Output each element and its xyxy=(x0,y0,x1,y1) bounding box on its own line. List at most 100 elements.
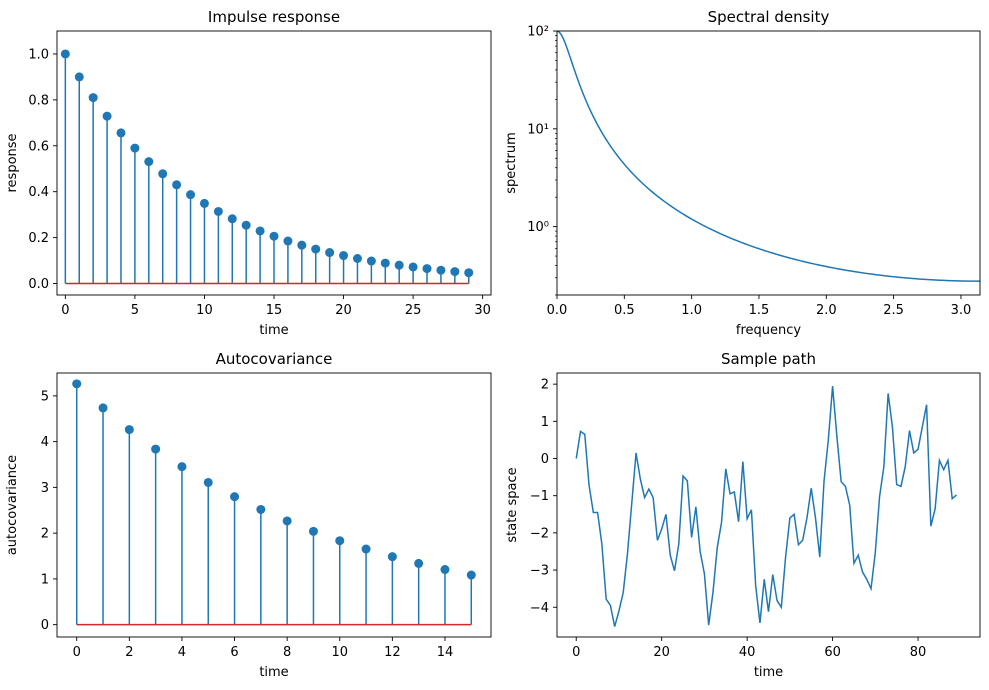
subplot-2: 0.0 0.5 1.0 1.5 2.0 2.5 3.0 10⁰ 10¹ 10² Spectral d… xyxy=(504,8,981,338)
x-tick-label: 80 xyxy=(910,645,927,660)
stem-marker xyxy=(283,236,293,246)
stem-marker xyxy=(102,111,112,121)
stem-marker xyxy=(380,258,390,268)
y-tick-label: 1 xyxy=(541,415,549,430)
stem-marker xyxy=(203,477,213,487)
y-tick-label: 2 xyxy=(41,527,49,542)
stem-marker xyxy=(98,403,108,413)
y-tick-label: 10¹ xyxy=(527,122,549,137)
y-tick-label: 0.6 xyxy=(28,139,49,154)
stem-marker xyxy=(387,552,397,562)
stem-marker xyxy=(255,226,265,236)
x-tick-label: 0 xyxy=(61,303,69,318)
stem-marker xyxy=(366,256,376,266)
stem-marker xyxy=(213,206,223,216)
stem-marker xyxy=(325,248,335,258)
stem-marker xyxy=(130,143,140,153)
stem-marker xyxy=(339,251,349,261)
stem-marker xyxy=(297,240,307,250)
stem-marker xyxy=(466,570,476,580)
y-tick-label: 0.8 xyxy=(28,93,49,108)
stem-marker xyxy=(177,462,187,472)
x-axis-label: time xyxy=(754,665,783,680)
stem-marker xyxy=(88,93,98,103)
x-tick-label: 0 xyxy=(572,645,580,660)
subplot-4: 0 20 40 60 80 −4 −3 −2 −1 0 1 2 Sample path time state… xyxy=(505,350,981,680)
chart-title: Spectral density xyxy=(708,8,830,26)
x-axis-label: time xyxy=(259,665,288,680)
y-tick-label: 1.0 xyxy=(28,47,49,62)
stem-marker xyxy=(436,265,446,275)
stem-marker xyxy=(72,379,82,389)
y-tick-label: −2 xyxy=(530,526,549,541)
y-tick-label: 10⁰ xyxy=(527,220,549,235)
plot-area xyxy=(60,49,474,285)
stem-marker xyxy=(361,544,371,554)
x-tick-label: 12 xyxy=(384,645,401,660)
x-tick-label: 20 xyxy=(335,303,352,318)
y-axis-label: state space xyxy=(505,467,520,542)
x-tick-label: 1.0 xyxy=(681,303,702,318)
x-tick-label: 4 xyxy=(178,645,186,660)
stem-marker xyxy=(414,558,424,568)
y-tick-label: 0.2 xyxy=(28,231,49,246)
y-tick-label: −4 xyxy=(530,601,549,616)
y-tick-label: 0.4 xyxy=(28,185,49,200)
y-tick-label: 5 xyxy=(41,389,49,404)
y-tick-label: 1 xyxy=(41,572,49,587)
chart-title: Autocovariance xyxy=(216,350,333,368)
x-tick-label: 20 xyxy=(653,645,670,660)
stem-marker xyxy=(352,253,362,263)
stem-marker xyxy=(440,565,450,575)
stem-marker xyxy=(464,268,474,278)
x-tick-label: 6 xyxy=(230,645,238,660)
y-axis-label: response xyxy=(5,133,20,192)
subplot-3: 0 2 4 6 8 10 12 14012345Autocovariancetimeautoc… xyxy=(5,350,492,680)
y-tick-label: 2 xyxy=(541,378,549,393)
stem-marker xyxy=(199,198,209,208)
chart-title: Sample path xyxy=(721,350,816,368)
x-tick-label: 60 xyxy=(824,645,841,660)
stem-marker xyxy=(227,214,237,224)
x-tick-label: 40 xyxy=(739,645,756,660)
stem-marker xyxy=(422,264,432,274)
x-tick-label: 2.5 xyxy=(883,303,904,318)
x-axis-label: time xyxy=(259,323,288,338)
stem-marker xyxy=(241,220,251,230)
y-tick-label: 0 xyxy=(41,618,49,633)
stem-marker xyxy=(311,244,321,254)
subplot-1: 0 5 10 15 20 25 30 0.0 0.2 0.4 0.6 0.8 1.0 Impulse re… xyxy=(5,8,492,338)
y-tick-label: 10² xyxy=(527,25,549,40)
y-tick-label: 0 xyxy=(541,452,549,467)
x-axis-label: frequency xyxy=(736,323,802,338)
x-tick-label: 15 xyxy=(266,303,283,318)
axes-frame xyxy=(56,372,492,638)
stem-marker xyxy=(186,190,196,200)
x-tick-label: 0.5 xyxy=(614,303,635,318)
y-axis-label: autocovariance xyxy=(5,455,20,555)
stem-marker xyxy=(230,492,240,502)
stem-marker xyxy=(144,157,154,167)
stem-marker xyxy=(172,180,182,190)
stem-marker xyxy=(394,260,404,270)
stem-marker xyxy=(116,128,126,138)
plot-area xyxy=(557,31,980,282)
plot-area xyxy=(575,385,957,627)
y-tick-label: 4 xyxy=(41,435,49,450)
stem-marker xyxy=(256,504,266,514)
stem-marker xyxy=(282,516,292,526)
y-tick-label: 0.0 xyxy=(28,277,49,292)
x-tick-label: 2.0 xyxy=(816,303,837,318)
y-tick-label: −3 xyxy=(530,564,549,579)
stem-marker xyxy=(450,267,460,277)
x-tick-label: 0 xyxy=(73,645,81,660)
stem-marker xyxy=(74,72,84,82)
stem-marker xyxy=(60,49,70,59)
x-tick-label: 0.0 xyxy=(547,303,568,318)
stem-marker xyxy=(124,425,134,435)
x-tick-label: 25 xyxy=(405,303,422,318)
x-tick-label: 10 xyxy=(196,303,213,318)
x-tick-label: 3.0 xyxy=(951,303,972,318)
y-tick-label: −1 xyxy=(530,489,549,504)
